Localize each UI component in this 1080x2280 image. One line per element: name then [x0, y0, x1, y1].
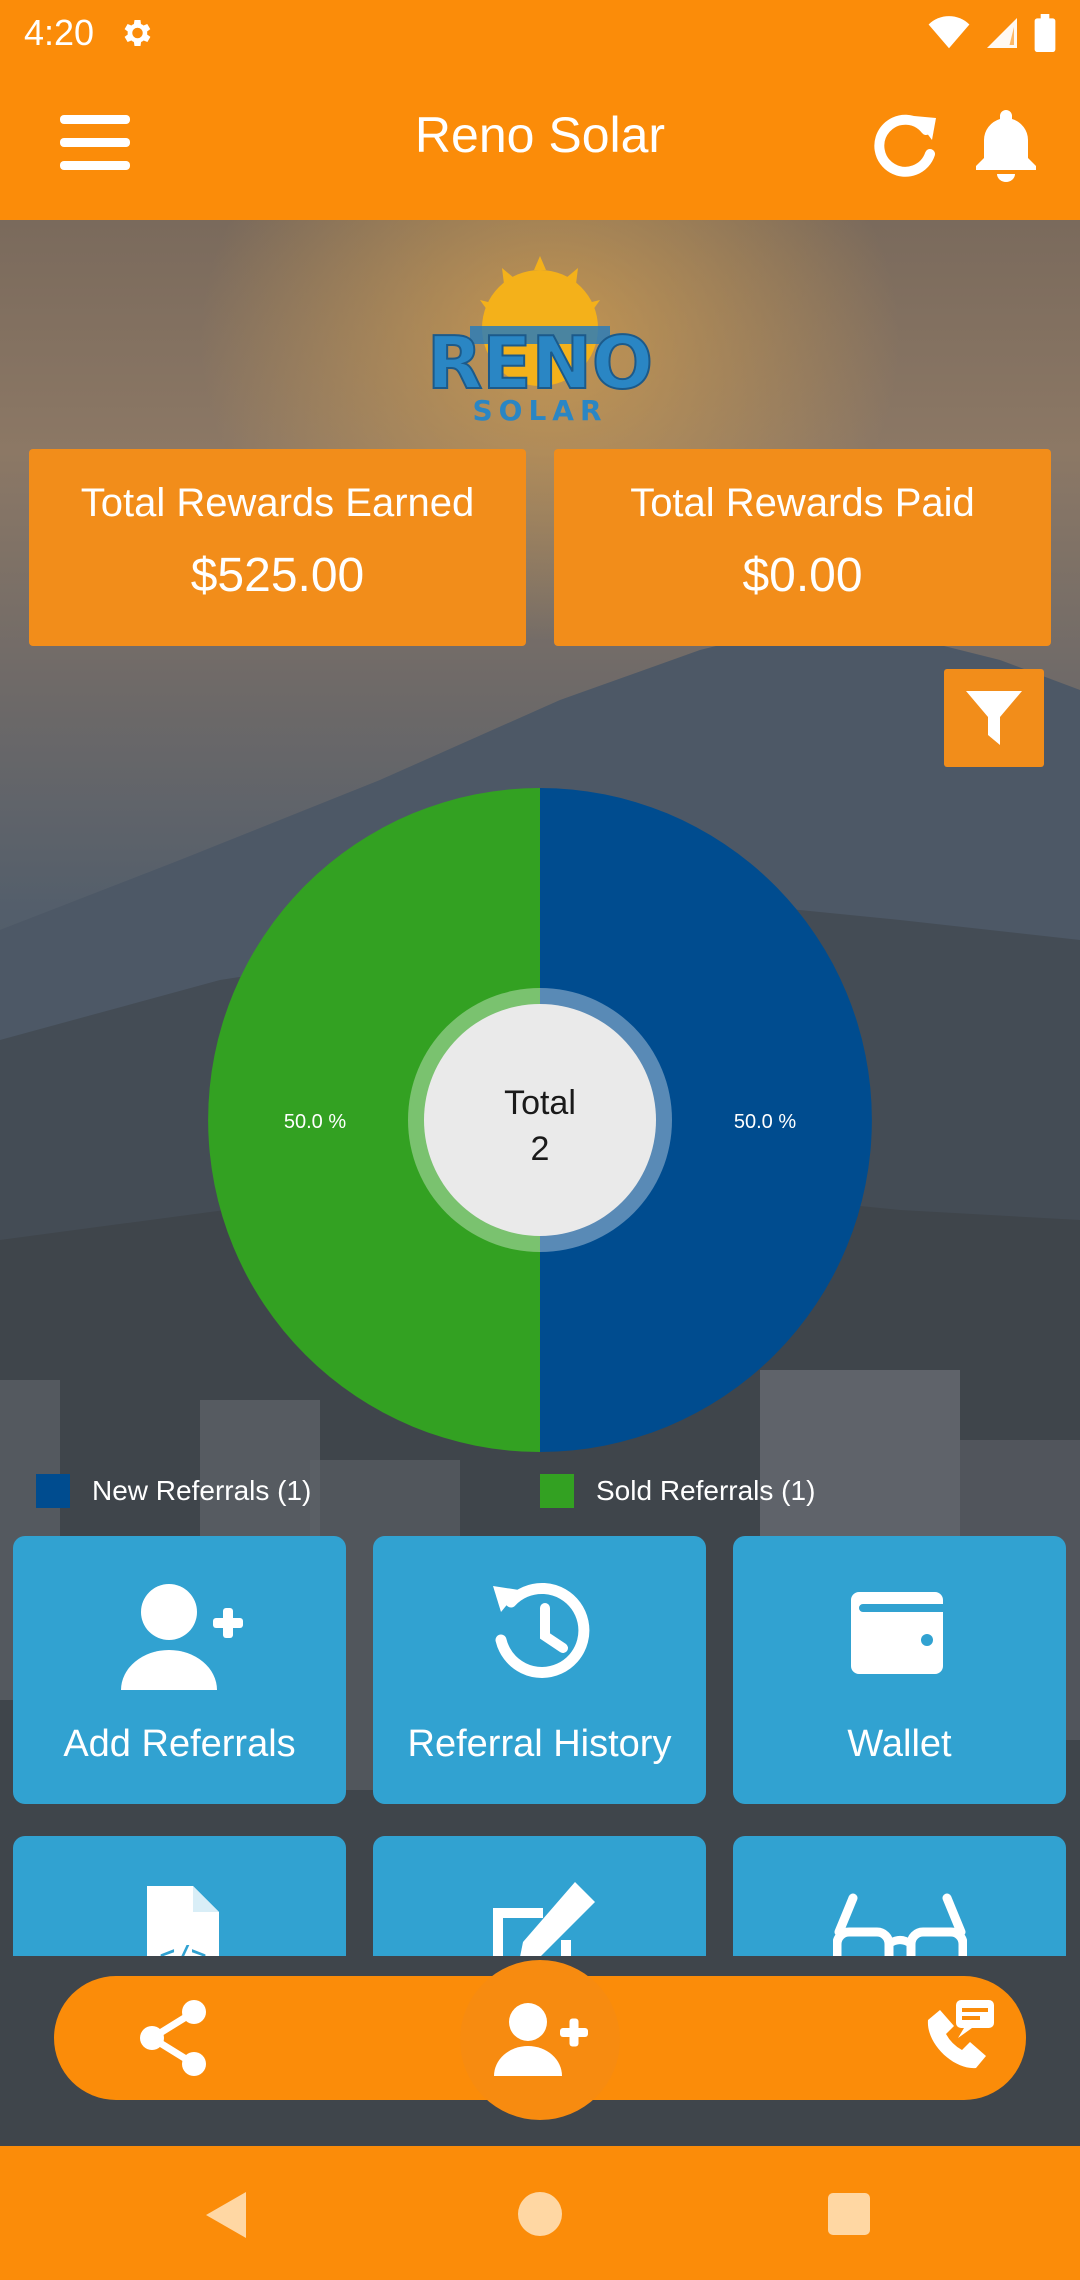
- edit-icon: [493, 1882, 595, 1956]
- slice-percent-label-1: 50.0 %: [284, 1111, 346, 1133]
- edit-tile[interactable]: [373, 1836, 706, 1956]
- nav-home-icon[interactable]: [518, 2192, 562, 2236]
- add-user-icon: [494, 2003, 588, 2076]
- chart-center-value: 2: [530, 1130, 550, 1168]
- add-referral-fab[interactable]: [460, 1960, 620, 2120]
- menu-icon[interactable]: [58, 111, 134, 175]
- status-bar: 4:20: [0, 0, 1080, 66]
- nav-back-icon[interactable]: [202, 2190, 248, 2240]
- rewards-paid-card: Total Rewards Paid $0.00: [554, 449, 1051, 646]
- rewards-paid-value: $0.00: [742, 549, 863, 602]
- nav-recents-icon[interactable]: [828, 2193, 870, 2235]
- tile-row-2: </>: [0, 1836, 1080, 1956]
- add-user-icon: [121, 1584, 243, 1690]
- code-file-tile[interactable]: </>: [13, 1836, 346, 1956]
- legend-swatch: [540, 1474, 574, 1508]
- chart-center-total: Total 2: [430, 1080, 650, 1172]
- filter-icon: [966, 691, 1022, 745]
- rewards-paid-label: Total Rewards Paid: [630, 481, 975, 525]
- chart-center-hole: [424, 1004, 656, 1236]
- filter-button[interactable]: [944, 669, 1044, 767]
- call-message-icon[interactable]: [914, 1996, 998, 2080]
- app-bar: Reno Solar: [0, 66, 1080, 220]
- referral-history-tile[interactable]: Referral History: [373, 1536, 706, 1804]
- legend-swatch: [36, 1474, 70, 1508]
- battery-icon: [1034, 14, 1056, 52]
- tile-label: Wallet: [847, 1723, 952, 1765]
- legend-item-new-referrals: New Referrals (1): [36, 1474, 311, 1508]
- chart-center-label: Total: [504, 1084, 576, 1122]
- logo-text-solar: SOLAR: [472, 394, 607, 427]
- history-icon: [493, 1583, 590, 1678]
- referrals-donut-chart: 50.0 % 50.0 %: [208, 788, 872, 1452]
- slice-percent-label-0: 50.0 %: [734, 1111, 796, 1133]
- notification-bell-icon[interactable]: [970, 106, 1042, 182]
- pie-slice-0[interactable]: [540, 788, 872, 1452]
- system-navigation-bar: [0, 2146, 1080, 2280]
- svg-text:</>: </>: [160, 1941, 207, 1956]
- legend-label: Sold Referrals (1): [596, 1475, 816, 1506]
- code-file-icon: </>: [147, 1886, 219, 1956]
- rewards-earned-label: Total Rewards Earned: [80, 481, 475, 525]
- glasses-tile[interactable]: [733, 1836, 1066, 1956]
- tile-label: Add Referrals: [63, 1723, 296, 1765]
- share-icon[interactable]: [134, 1998, 214, 2078]
- chart-legend: New Referrals (1) Sold Referrals (1): [0, 1474, 1080, 1514]
- refresh-icon[interactable]: [872, 110, 940, 178]
- wallet-icon: [851, 1592, 943, 1674]
- tile-label: Referral History: [407, 1723, 672, 1765]
- legend-item-sold-referrals: Sold Referrals (1): [540, 1474, 815, 1508]
- app-title: Reno Solar: [414, 107, 666, 163]
- status-icons: [928, 14, 1056, 52]
- rewards-earned-value: $525.00: [190, 549, 365, 602]
- logo-text-reno: RENO: [427, 321, 653, 405]
- status-time: 4:20: [24, 12, 95, 53]
- reno-solar-logo: RENO SOLAR: [426, 256, 654, 427]
- legend-label: New Referrals (1): [92, 1475, 312, 1506]
- pie-slice-1[interactable]: [208, 788, 540, 1452]
- add-referrals-tile[interactable]: Add Referrals: [13, 1536, 346, 1804]
- signal-icon: [987, 18, 1017, 48]
- wifi-icon: [928, 16, 970, 49]
- glasses-icon: [833, 1893, 967, 1956]
- rewards-earned-card: Total Rewards Earned $525.00: [29, 449, 526, 646]
- wallet-tile[interactable]: Wallet: [733, 1536, 1066, 1804]
- settings-gear-icon: [124, 19, 151, 47]
